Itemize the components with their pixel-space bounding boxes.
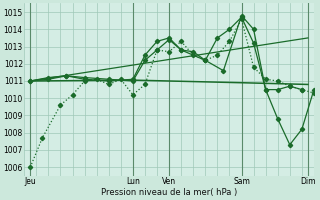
X-axis label: Pression niveau de la mer( hPa ): Pression niveau de la mer( hPa ) (101, 188, 237, 197)
